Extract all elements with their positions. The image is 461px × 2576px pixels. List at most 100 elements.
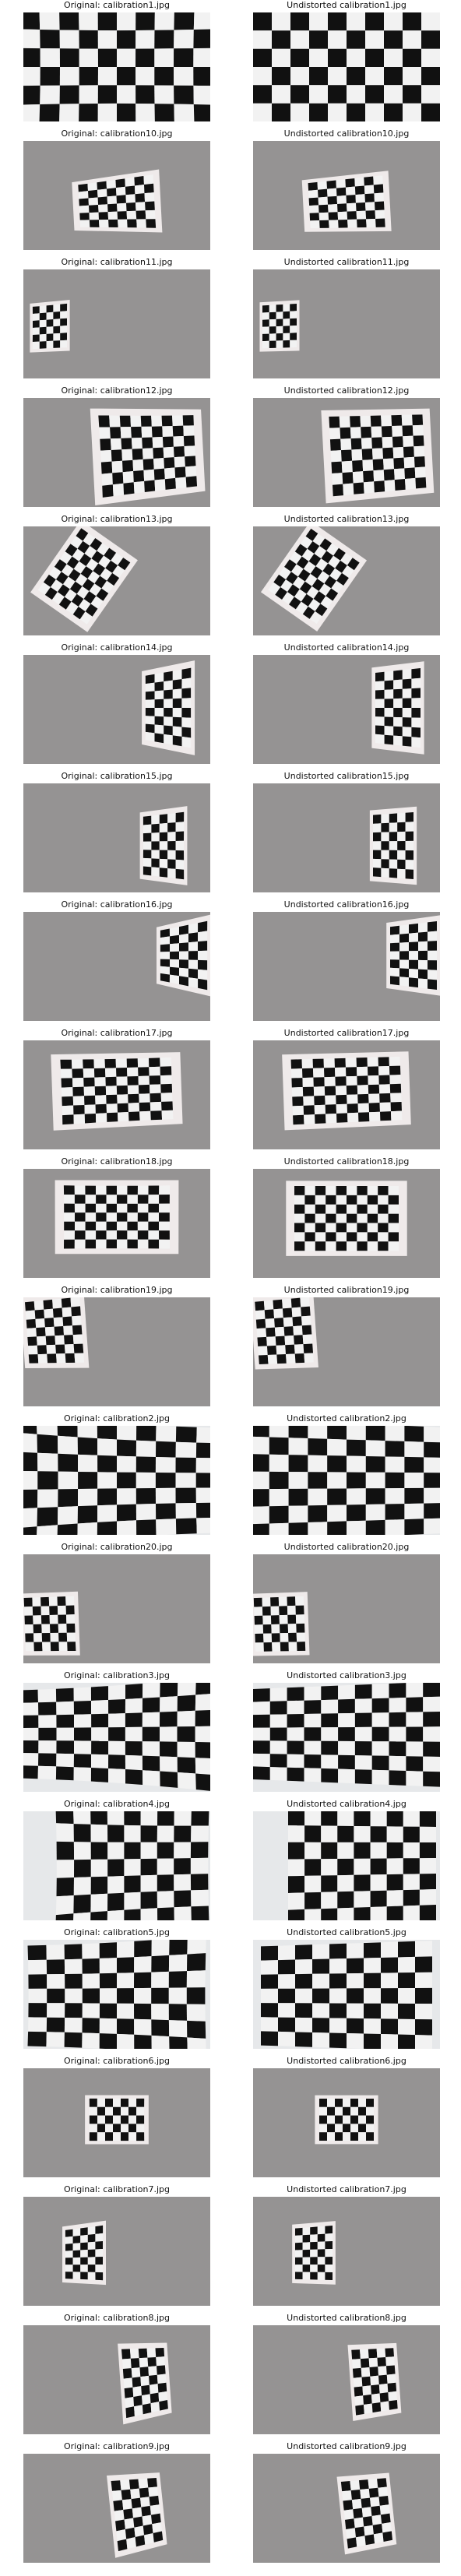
checker-square bbox=[321, 1908, 338, 1920]
checker-square bbox=[80, 2257, 88, 2265]
checker-square bbox=[337, 1842, 354, 1859]
checker-square bbox=[371, 2393, 381, 2404]
checker-square bbox=[336, 179, 346, 188]
undistorted-photo bbox=[253, 912, 440, 1021]
checker-square bbox=[143, 2524, 153, 2536]
checker-square bbox=[145, 716, 155, 725]
checker-square bbox=[134, 1956, 152, 1973]
checker-square bbox=[327, 1488, 347, 1505]
checker-square bbox=[167, 841, 176, 850]
checker-square bbox=[61, 1078, 73, 1088]
checker-square bbox=[55, 572, 69, 585]
checker-square bbox=[368, 1093, 380, 1103]
checker-square bbox=[315, 1204, 326, 1214]
checker-square bbox=[60, 318, 67, 326]
undistorted-photo bbox=[253, 141, 440, 250]
checker-square bbox=[356, 210, 367, 220]
checker-square bbox=[151, 832, 160, 842]
checker-square bbox=[263, 1300, 274, 1311]
checker-square bbox=[137, 1230, 149, 1240]
checker-square bbox=[323, 1068, 336, 1078]
checker-square bbox=[318, 583, 332, 596]
checker-square bbox=[119, 415, 132, 428]
checker-square bbox=[160, 959, 170, 967]
checker-square bbox=[335, 560, 347, 573]
checker-square bbox=[327, 188, 337, 197]
checker-square bbox=[329, 1943, 347, 1959]
checker-square bbox=[354, 1842, 371, 1859]
undistorted-photo bbox=[253, 2197, 440, 2306]
checker-square bbox=[290, 30, 309, 49]
checker-square bbox=[335, 2106, 343, 2116]
checker-square bbox=[321, 1842, 338, 1860]
checker-square bbox=[409, 923, 418, 934]
checker-square bbox=[366, 2115, 374, 2124]
checker-square bbox=[154, 12, 174, 30]
checker-square bbox=[53, 1317, 64, 1327]
original-image-panel: Original: calibration6.jpg bbox=[23, 2056, 210, 2178]
checkerboard bbox=[253, 1683, 440, 1787]
checker-square bbox=[142, 1726, 160, 1742]
checker-square bbox=[304, 1213, 315, 1223]
checker-square bbox=[132, 459, 144, 472]
checker-square bbox=[384, 48, 403, 67]
checker-square bbox=[363, 481, 375, 494]
checker-square bbox=[150, 2392, 160, 2404]
checker-square bbox=[403, 1842, 420, 1859]
checker-square bbox=[79, 85, 98, 104]
checker-square bbox=[253, 1471, 269, 1490]
checker-square bbox=[73, 1687, 91, 1701]
checker-square bbox=[37, 582, 51, 595]
checker-square bbox=[378, 1204, 389, 1214]
checker-square bbox=[164, 670, 173, 682]
checker-square bbox=[117, 67, 136, 86]
original-caption: Original: calibration16.jpg bbox=[61, 899, 173, 910]
checker-square bbox=[148, 2366, 157, 2376]
checker-square bbox=[386, 1874, 403, 1891]
checker-square bbox=[411, 688, 421, 699]
checker-square bbox=[136, 2106, 145, 2116]
undistorted-caption: Undistorted calibration16.jpg bbox=[283, 899, 410, 910]
checker-square bbox=[368, 2487, 379, 2498]
checker-square bbox=[140, 2497, 150, 2507]
checker-square bbox=[128, 2479, 139, 2490]
checker-square bbox=[262, 333, 269, 342]
checker-square bbox=[127, 1085, 139, 1095]
checker-square bbox=[347, 1112, 359, 1123]
checker-square bbox=[269, 1522, 289, 1535]
checker-square bbox=[366, 2099, 374, 2107]
checker-square bbox=[40, 1606, 50, 1616]
checker-square bbox=[278, 1988, 295, 2004]
checker-square bbox=[295, 1959, 312, 1975]
checker-square bbox=[172, 415, 184, 427]
checker-square bbox=[72, 606, 86, 620]
checker-square bbox=[351, 2498, 362, 2510]
checker-square bbox=[145, 708, 155, 716]
checker-square bbox=[371, 2505, 381, 2516]
checker-square bbox=[74, 1203, 86, 1213]
original-image-panel: Original: calibration3.jpg bbox=[23, 1670, 210, 1793]
checker-square bbox=[261, 1988, 278, 2004]
checker-square bbox=[294, 1213, 305, 1223]
checker-square bbox=[279, 1614, 288, 1624]
checker-square bbox=[371, 1741, 389, 1756]
checker-square bbox=[151, 2004, 169, 2021]
checker-square bbox=[155, 2347, 165, 2357]
checker-square bbox=[269, 1714, 287, 1728]
checker-square bbox=[83, 591, 97, 604]
checker-square bbox=[381, 2018, 398, 2035]
original-photo bbox=[23, 141, 210, 250]
checker-square bbox=[319, 2106, 327, 2116]
checker-square bbox=[56, 1714, 74, 1728]
undistorted-image-panel: Undistorted calibration19.jpg bbox=[253, 1285, 440, 1407]
checker-square bbox=[198, 969, 208, 980]
checker-square bbox=[365, 67, 384, 86]
checker-square bbox=[393, 457, 405, 470]
checker-square bbox=[340, 449, 353, 462]
checker-square bbox=[287, 1614, 297, 1624]
checker-square bbox=[65, 2265, 73, 2272]
checker-square bbox=[117, 1203, 128, 1213]
checker-square bbox=[326, 1195, 336, 1205]
checker-square bbox=[338, 219, 348, 228]
checker-square bbox=[133, 2395, 143, 2407]
